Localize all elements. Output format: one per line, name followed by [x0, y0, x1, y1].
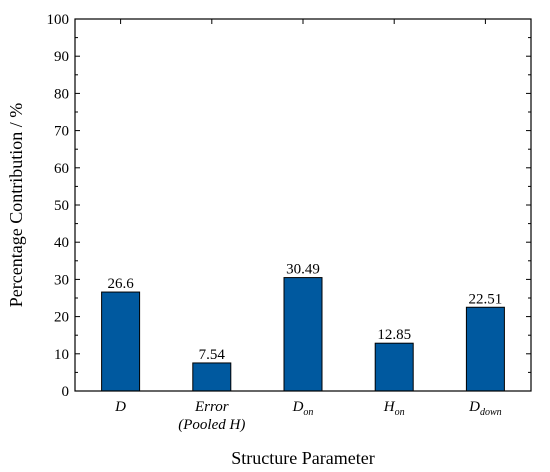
data-label: 7.54	[199, 347, 226, 363]
plot-frame	[74, 18, 532, 392]
x-tick-label: Ddown	[468, 399, 502, 418]
bar	[192, 362, 232, 392]
y-tick-label: 20	[54, 310, 69, 326]
y-axis-ticks: 0 10 20 30 40 50 60 70 80 90 100	[47, 12, 531, 400]
data-label: 26.6	[107, 276, 134, 292]
data-label: 30.49	[286, 262, 320, 278]
data-label: 22.51	[469, 291, 503, 307]
y-axis-title: Percentage Contribution / %	[6, 103, 26, 307]
y-tick-label: 100	[47, 12, 70, 28]
data-label: 12.85	[377, 327, 411, 343]
x-tick-label: Hon	[383, 399, 405, 418]
x-tick-label: D	[114, 399, 126, 415]
bar	[374, 342, 414, 392]
y-tick-label: 60	[54, 161, 69, 177]
category-labels: D Error (Pooled H) Don Hon Ddown	[114, 399, 501, 433]
y-tick-label: 90	[54, 49, 69, 65]
bar	[101, 291, 141, 392]
x-tick-label: Don	[292, 399, 314, 418]
y-tick-label: 10	[54, 347, 69, 363]
bar	[465, 306, 505, 392]
x-tick-label: Error	[194, 399, 229, 415]
bar	[283, 277, 323, 392]
data-labels: 26.6 7.54 30.49 12.85 22.51	[107, 262, 502, 363]
y-tick-label: 80	[54, 86, 69, 102]
bars	[101, 277, 505, 392]
y-tick-label: 70	[54, 124, 69, 140]
x-axis-title: Structure Parameter	[231, 448, 374, 468]
x-tick-label-line2: (Pooled H)	[178, 417, 245, 433]
y-tick-label: 40	[54, 235, 69, 251]
y-tick-label: 30	[54, 272, 69, 288]
y-tick-label: 0	[62, 384, 70, 400]
y-tick-label: 50	[54, 198, 69, 214]
